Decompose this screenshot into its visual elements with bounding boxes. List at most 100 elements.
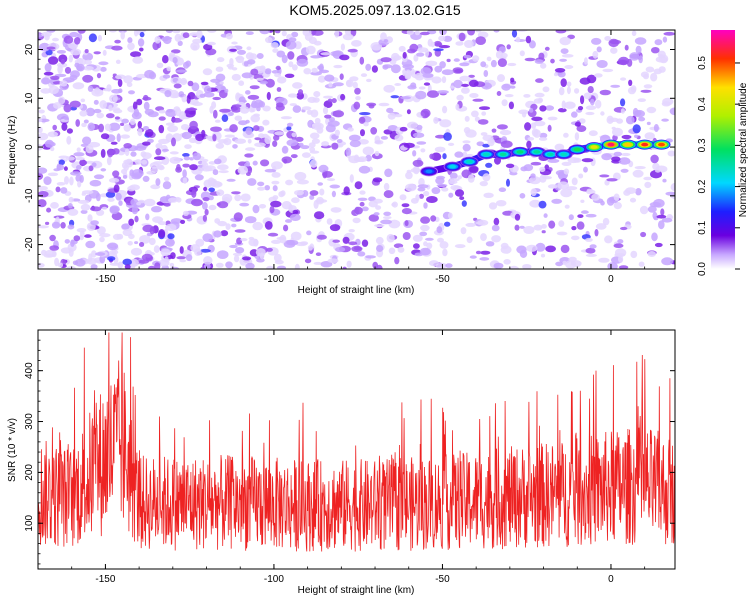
noise-blob: [297, 89, 304, 95]
noise-blob: [107, 256, 116, 261]
noise-blob: [545, 245, 556, 253]
noise-blob: [336, 139, 343, 143]
noise-blob: [330, 207, 342, 213]
noise-blob: [158, 221, 167, 226]
noise-blob: [604, 36, 612, 41]
noise-blob: [226, 178, 236, 182]
noise-blob: [164, 90, 172, 98]
noise-blob: [505, 163, 515, 168]
noise-blob: [530, 161, 542, 166]
noise-blob: [173, 83, 182, 89]
noise-blob: [109, 249, 119, 255]
noise-blob: [533, 120, 546, 127]
noise-blob: [438, 45, 451, 49]
noise-blob: [547, 116, 558, 121]
noise-blob: [47, 56, 59, 65]
noise-blob: [171, 117, 183, 123]
noise-blob: [139, 235, 151, 244]
noise-blob: [627, 86, 636, 95]
noise-blob: [541, 224, 547, 229]
noise-blob: [232, 144, 238, 149]
noise-blob: [239, 106, 250, 114]
noise-blob: [612, 127, 623, 137]
noise-blob: [38, 109, 45, 114]
noise-blob: [312, 97, 320, 103]
noise-blob: [537, 97, 544, 103]
noise-blob: [322, 106, 329, 115]
noise-blob: [38, 172, 44, 181]
noise-blob: [407, 85, 417, 90]
noise-blob: [632, 107, 639, 117]
noise-blob: [63, 116, 69, 121]
noise-blob: [317, 75, 326, 83]
noise-blob: [380, 219, 392, 225]
noise-blob: [342, 33, 354, 41]
noise-blob: [300, 145, 310, 150]
noise-blob: [551, 198, 563, 204]
noise-blob: [141, 253, 153, 261]
colorbar-ticks: 0.0 0.1 0.2 0.3 0.4 0.5: [697, 56, 740, 276]
noise-blob: [412, 234, 423, 242]
noise-blob: [613, 151, 622, 157]
noise-blob: [544, 46, 550, 51]
noise-blob: [313, 211, 325, 220]
noise-blob: [538, 200, 547, 209]
noise-blob: [95, 252, 106, 256]
noise-blob: [544, 105, 555, 111]
noise-blob: [237, 165, 249, 175]
noise-blob: [587, 86, 594, 94]
noise-blob: [558, 87, 565, 96]
noise-blob: [100, 66, 107, 72]
noise-blob: [182, 169, 187, 179]
noise-blob: [449, 172, 458, 180]
noise-blob: [360, 73, 368, 77]
noise-blob: [192, 102, 203, 106]
noise-blob: [178, 91, 185, 98]
colorbar-tick-label: 0.4: [697, 97, 708, 111]
noise-blob: [469, 255, 477, 259]
noise-blob: [321, 141, 329, 147]
noise-blob: [491, 224, 500, 232]
noise-blob: [56, 182, 66, 186]
noise-blob: [274, 30, 281, 34]
noise-blob: [70, 171, 82, 176]
noise-blob: [108, 122, 121, 131]
noise-blob: [203, 186, 208, 192]
noise-blob: [583, 92, 592, 100]
noise-blob: [269, 206, 275, 214]
noise-blob: [68, 54, 74, 63]
noise-blob: [535, 78, 544, 83]
noise-blob: [431, 152, 442, 161]
noise-blob: [82, 66, 94, 71]
noise-blob: [254, 142, 266, 148]
noise-blob: [276, 102, 284, 108]
noise-blob: [220, 230, 229, 237]
noise-blob: [542, 176, 552, 180]
noise-blob: [287, 51, 295, 60]
noise-blob: [262, 119, 270, 126]
noise-blob: [158, 229, 166, 238]
noise-blob: [163, 176, 170, 182]
spectrogram-frame: [37, 29, 676, 270]
noise-blob: [634, 166, 646, 170]
noise-blob: [257, 186, 266, 191]
noise-blob: [412, 150, 417, 157]
noise-blob: [234, 138, 247, 144]
noise-blob: [155, 178, 161, 186]
noise-blob: [661, 217, 673, 223]
noise-blob: [453, 58, 460, 62]
noise-blob: [436, 226, 443, 234]
noise-blob: [618, 265, 629, 269]
noise-blob: [331, 190, 336, 198]
noise-blob: [670, 183, 675, 192]
noise-blob: [207, 177, 216, 187]
noise-blob: [45, 221, 50, 225]
noise-blob: [234, 194, 242, 202]
noise-blob: [85, 145, 94, 154]
noise-blob: [81, 122, 87, 128]
noise-blob: [148, 237, 156, 246]
noise-blob: [488, 202, 498, 210]
noise-blob: [632, 124, 641, 134]
noise-blob: [371, 153, 383, 160]
noise-blob: [560, 48, 569, 54]
